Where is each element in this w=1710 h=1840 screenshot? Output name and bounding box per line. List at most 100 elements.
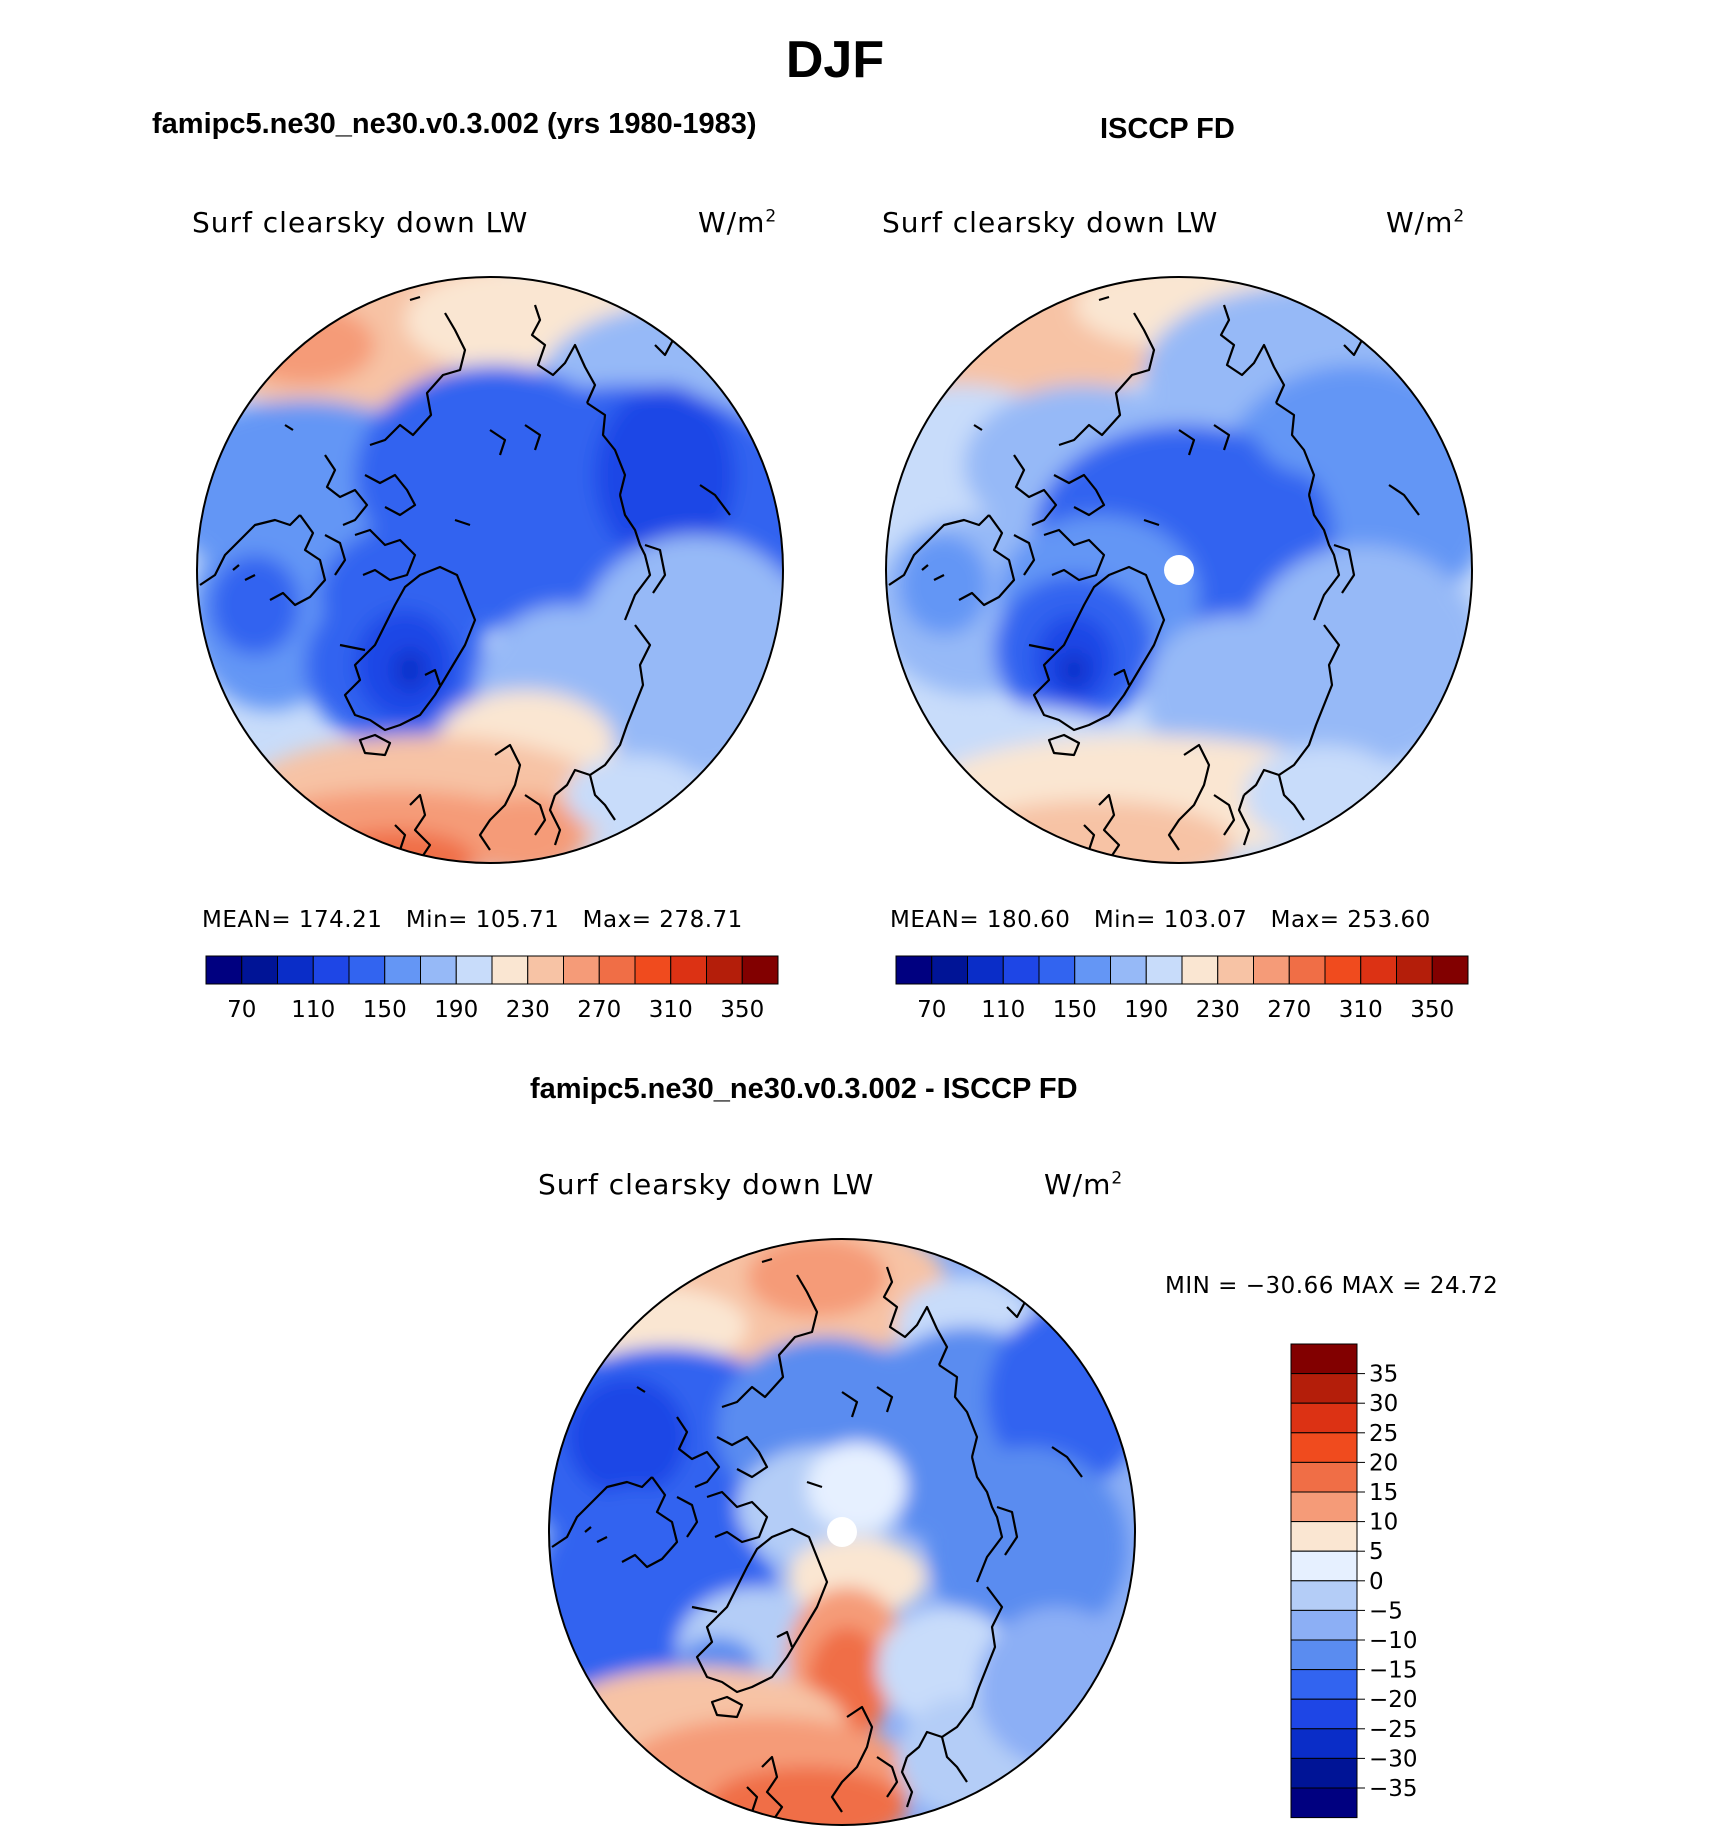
colorbar-swatch: [931, 955, 968, 985]
colorbar-swatch: [1290, 1521, 1358, 1552]
colorbar-swatch: [563, 955, 600, 985]
colorbar-swatch: [1290, 1373, 1358, 1404]
colorbar-swatch: [1038, 955, 1076, 985]
colorbar-tick-label: 230: [506, 997, 550, 1023]
colorbar-tick-label: 70: [917, 997, 946, 1023]
colorbar-swatch: [384, 955, 421, 985]
colorbar-tick-label: 70: [227, 997, 256, 1023]
colorbar-swatch: [1181, 955, 1219, 985]
diff-units-label: W/m2: [1044, 1168, 1124, 1201]
colorbar-swatch: [1288, 955, 1326, 985]
colorbar-swatch: [741, 955, 779, 985]
colorbar-tick-label: 20: [1369, 1450, 1398, 1476]
colorbar-swatch: [348, 955, 386, 985]
colorbar-tick-label: 10: [1369, 1510, 1398, 1536]
colorbar-swatch: [706, 955, 743, 985]
colorbar-swatch: [1290, 1580, 1358, 1611]
colorbar-tick-label: 5: [1369, 1539, 1384, 1565]
colorbar-swatch: [1110, 955, 1147, 985]
colorbar-tick-label: 270: [1267, 997, 1311, 1023]
model-colorbar: 70 110 150 190 230 270 310 350: [205, 955, 779, 1023]
colorbar-swatch: [967, 955, 1004, 985]
colorbar-tick-label: 110: [291, 997, 335, 1023]
colorbar-tick-label: −10: [1369, 1628, 1418, 1654]
colorbar-swatch: [491, 955, 529, 985]
colorbar-swatch: [1360, 955, 1397, 985]
colorbar-tick-label: 310: [1339, 997, 1383, 1023]
colorbar-swatch: [1290, 1402, 1358, 1434]
colorbar-swatch: [1002, 955, 1040, 985]
colorbar-tick-label: 310: [649, 997, 693, 1023]
colorbar-swatch: [1290, 1669, 1358, 1700]
colorbar-tick-label: −30: [1369, 1746, 1418, 1772]
colorbar-tick-label: 35: [1369, 1362, 1398, 1388]
colorbar-tick-label: 110: [981, 997, 1025, 1023]
colorbar-swatch: [1290, 1461, 1358, 1493]
colorbar-tick-label: 350: [1410, 997, 1454, 1023]
colorbar-swatch: [1290, 1787, 1358, 1819]
colorbar-swatch: [598, 955, 636, 985]
colorbar-tick-label: 350: [720, 997, 764, 1023]
model-polar-map: [196, 276, 784, 864]
colorbar-swatch: [1290, 1343, 1358, 1375]
colorbar-swatch: [1290, 1550, 1358, 1582]
colorbar-swatch: [1290, 1757, 1358, 1789]
colorbar-swatch: [1145, 955, 1183, 985]
colorbar-tick-label: 190: [1124, 997, 1168, 1023]
colorbar-swatch: [1431, 955, 1469, 985]
colorbar-swatch: [205, 955, 243, 985]
colorbar-swatch: [1217, 955, 1254, 985]
model-variable-label: Surf clearsky down LW: [192, 206, 529, 239]
colorbar-swatch: [312, 955, 350, 985]
colorbar-swatch: [1290, 1698, 1358, 1730]
colorbar-swatch: [1290, 1639, 1358, 1671]
colorbar-swatch: [1290, 1728, 1358, 1759]
colorbar-tick-label: 30: [1369, 1391, 1398, 1417]
model-units-label: W/m2: [698, 206, 778, 239]
obs-colorbar: 70 110 150 190 230 270 310 350: [895, 955, 1469, 1023]
colorbar-tick-label: 190: [434, 997, 478, 1023]
obs-variable-label: Surf clearsky down LW: [882, 206, 1219, 239]
obs-panel-heading: ISCCP FD: [1100, 113, 1235, 145]
pole-missing-data-dot: [827, 1517, 857, 1547]
model-panel-heading: famipc5.ne30_ne30.v0.3.002 (yrs 1980-198…: [152, 108, 757, 140]
pole-missing-data-dot: [1164, 555, 1194, 585]
diff-minmax: MIN = −30.66 MAX = 24.72: [1165, 1273, 1499, 1299]
obs-polar-map: [885, 276, 1473, 864]
colorbar-tick-label: 270: [577, 997, 621, 1023]
colorbar-swatch: [420, 955, 457, 985]
colorbar-tick-label: −5: [1369, 1598, 1403, 1624]
model-stats: MEAN= 174.21 Min= 105.71 Max= 278.71: [202, 907, 743, 933]
colorbar-swatch: [895, 955, 933, 985]
colorbar-swatch: [277, 955, 314, 985]
colorbar-swatch: [455, 955, 493, 985]
colorbar-tick-label: 230: [1196, 997, 1240, 1023]
obs-stats: MEAN= 180.60 Min= 103.07 Max= 253.60: [890, 907, 1431, 933]
colorbar-swatch: [634, 955, 672, 985]
colorbar-tick-label: 0: [1369, 1569, 1384, 1595]
colorbar-tick-label: −15: [1369, 1658, 1418, 1684]
colorbar-swatch: [670, 955, 707, 985]
colorbar-tick-label: −35: [1369, 1776, 1418, 1802]
colorbar-swatch: [1290, 1491, 1358, 1523]
colorbar-swatch: [241, 955, 278, 985]
colorbar-swatch: [1253, 955, 1290, 985]
colorbar-tick-label: 25: [1369, 1421, 1398, 1447]
colorbar-swatch: [1290, 1609, 1358, 1641]
page-title: DJF: [785, 31, 885, 89]
diff-colorbar: 35 30 25 20 15 10 5 0 −5 −10 −15 −20 −25 −30 −35: [1290, 1343, 1418, 1819]
diff-panel-heading: famipc5.ne30_ne30.v0.3.002 - ISCCP FD: [530, 1073, 1078, 1105]
colorbar-tick-label: −25: [1369, 1717, 1418, 1743]
colorbar-swatch: [527, 955, 564, 985]
colorbar-tick-label: 150: [363, 997, 407, 1023]
diff-polar-map: [548, 1238, 1136, 1826]
colorbar-swatch: [1396, 955, 1433, 985]
colorbar-swatch: [1324, 955, 1362, 985]
obs-units-label: W/m2: [1386, 206, 1466, 239]
colorbar-swatch: [1290, 1432, 1358, 1463]
colorbar-tick-label: 150: [1053, 997, 1097, 1023]
colorbar-tick-label: 15: [1369, 1480, 1398, 1506]
colorbar-swatch: [1074, 955, 1111, 985]
diff-variable-label: Surf clearsky down LW: [538, 1168, 875, 1201]
colorbar-tick-label: −20: [1369, 1687, 1418, 1713]
